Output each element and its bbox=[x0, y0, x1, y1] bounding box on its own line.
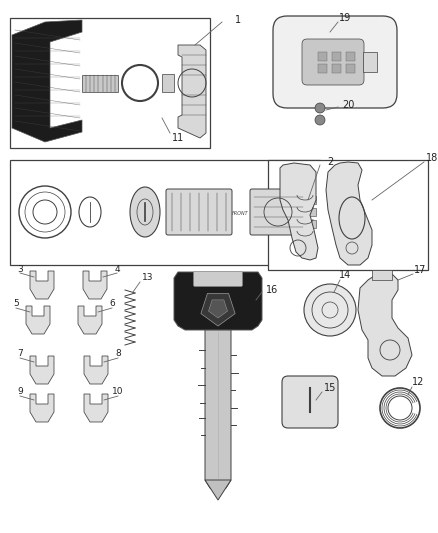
Polygon shape bbox=[174, 272, 262, 330]
Bar bbox=[363, 52, 377, 72]
Polygon shape bbox=[83, 271, 107, 299]
Text: 3: 3 bbox=[17, 264, 23, 273]
Polygon shape bbox=[326, 162, 372, 265]
Circle shape bbox=[315, 103, 325, 113]
Polygon shape bbox=[30, 271, 54, 299]
Text: 2: 2 bbox=[327, 157, 333, 167]
Bar bbox=[318, 64, 327, 73]
Bar bbox=[346, 52, 355, 61]
Bar bbox=[10, 160, 320, 265]
Polygon shape bbox=[30, 356, 54, 384]
Text: 11: 11 bbox=[172, 133, 184, 143]
Ellipse shape bbox=[130, 187, 160, 237]
Polygon shape bbox=[201, 294, 235, 326]
Bar bbox=[332, 52, 341, 61]
Polygon shape bbox=[26, 306, 50, 334]
Bar bbox=[308, 196, 316, 204]
Bar bbox=[268, 160, 428, 270]
Polygon shape bbox=[280, 163, 318, 260]
Bar bbox=[308, 208, 316, 216]
Text: 7: 7 bbox=[17, 350, 23, 359]
Polygon shape bbox=[178, 45, 206, 138]
Text: 20: 20 bbox=[342, 100, 354, 110]
Polygon shape bbox=[78, 306, 102, 334]
Polygon shape bbox=[208, 300, 227, 318]
Text: 16: 16 bbox=[266, 285, 278, 295]
Polygon shape bbox=[30, 394, 54, 422]
Text: 19: 19 bbox=[339, 13, 351, 23]
FancyBboxPatch shape bbox=[194, 271, 243, 287]
FancyBboxPatch shape bbox=[302, 39, 364, 85]
Polygon shape bbox=[84, 394, 108, 422]
Text: 8: 8 bbox=[115, 350, 121, 359]
Text: 12: 12 bbox=[412, 377, 424, 387]
Circle shape bbox=[315, 115, 325, 125]
Text: 10: 10 bbox=[112, 387, 124, 397]
Bar bbox=[318, 52, 327, 61]
Bar bbox=[346, 64, 355, 73]
Text: 5: 5 bbox=[13, 300, 19, 309]
FancyBboxPatch shape bbox=[250, 189, 307, 235]
Text: 18: 18 bbox=[426, 153, 438, 163]
Text: 9: 9 bbox=[17, 387, 23, 397]
FancyBboxPatch shape bbox=[273, 16, 397, 108]
Polygon shape bbox=[205, 480, 231, 500]
Text: 15: 15 bbox=[324, 383, 336, 393]
Bar bbox=[332, 64, 341, 73]
Polygon shape bbox=[12, 20, 82, 142]
Text: 1: 1 bbox=[235, 15, 241, 25]
FancyBboxPatch shape bbox=[166, 189, 232, 235]
Circle shape bbox=[304, 284, 356, 336]
Text: 14: 14 bbox=[339, 270, 351, 280]
Polygon shape bbox=[358, 272, 412, 376]
Polygon shape bbox=[84, 356, 108, 384]
Polygon shape bbox=[82, 75, 118, 92]
Bar bbox=[372, 270, 392, 280]
FancyBboxPatch shape bbox=[282, 376, 338, 428]
Text: 17: 17 bbox=[414, 265, 426, 275]
Text: 13: 13 bbox=[142, 273, 154, 282]
Bar bbox=[162, 74, 174, 92]
Text: FRONT: FRONT bbox=[232, 211, 248, 216]
Text: 6: 6 bbox=[109, 300, 115, 309]
Text: 4: 4 bbox=[114, 264, 120, 273]
Bar bbox=[308, 220, 316, 228]
Bar bbox=[10, 18, 210, 148]
Polygon shape bbox=[205, 330, 231, 493]
